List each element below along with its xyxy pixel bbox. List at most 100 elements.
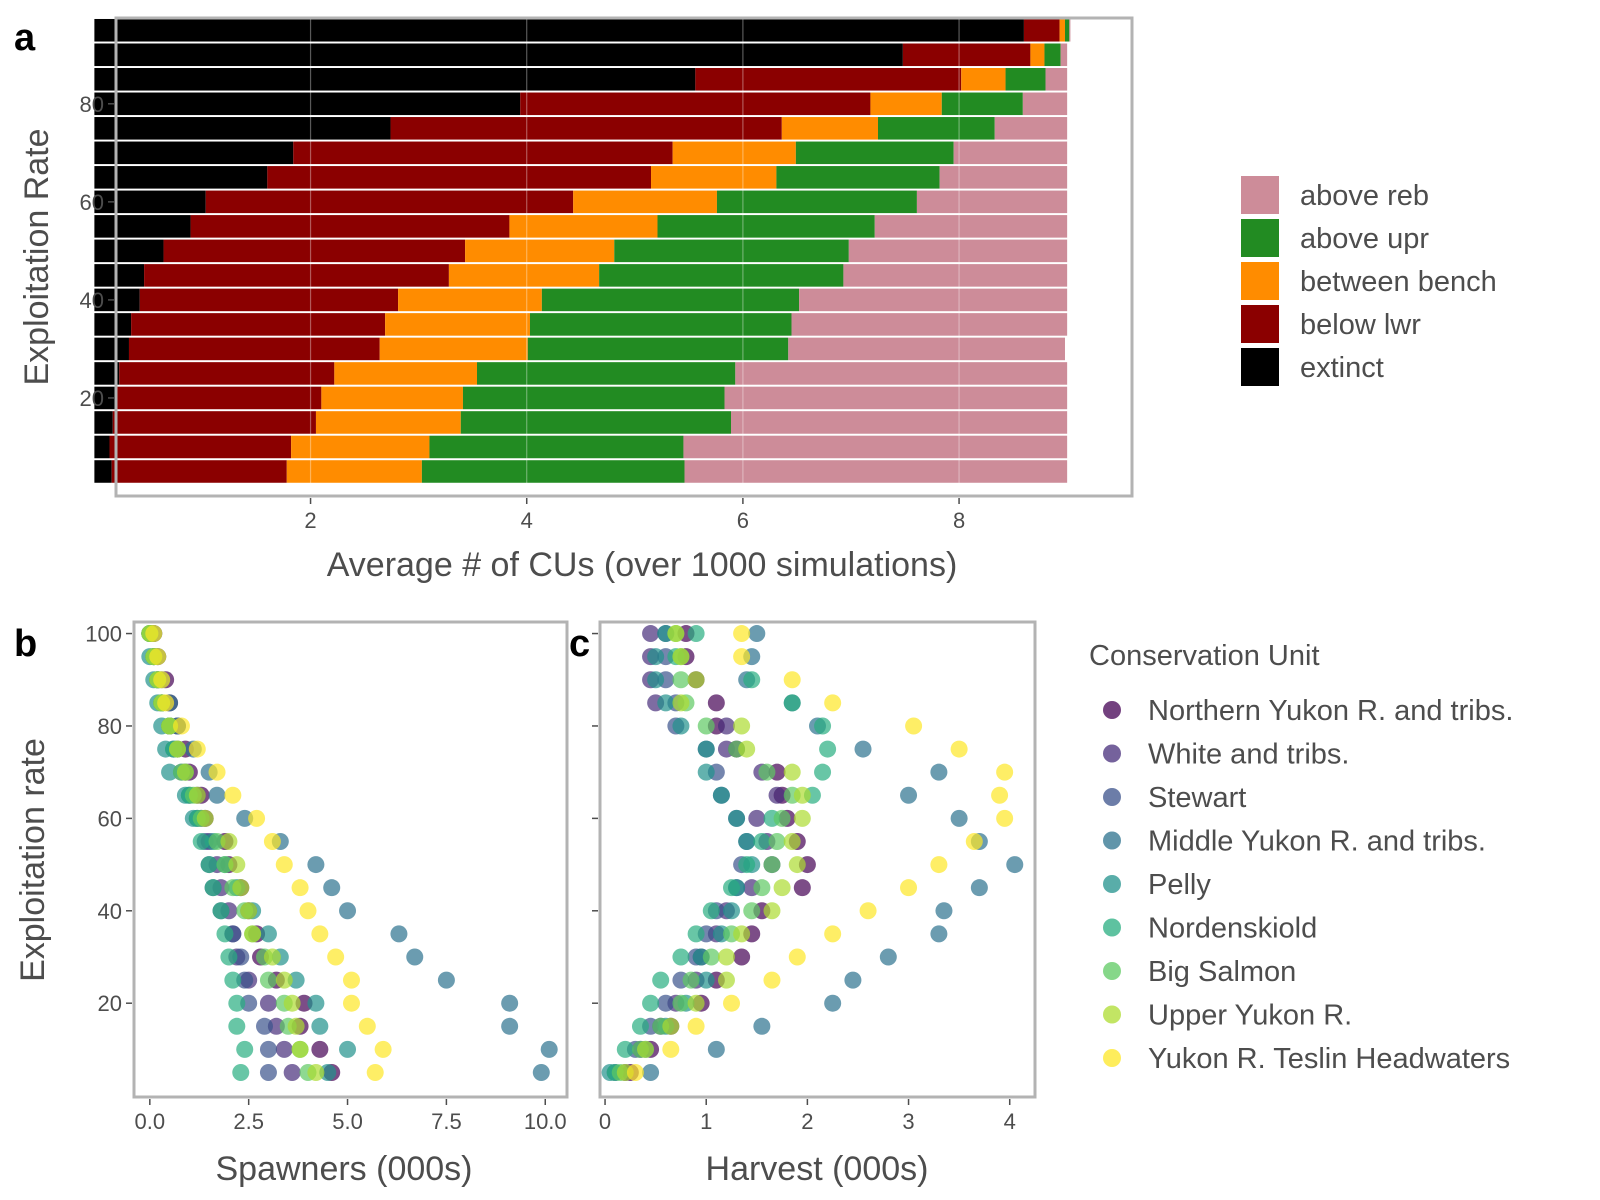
legend-label-above-upr: above upr [1300,223,1429,255]
legend-key-above-upr [1241,219,1279,257]
legend-label-below-lwr: below lwr [1300,309,1421,341]
panel-b-y-ticks: 20 40 60 80 100 [85,622,132,1016]
point-upper-yukon-r-70 [783,763,801,781]
point-middle-yukon-r-and-tribs-70 [930,763,948,781]
point-upper-yukon-r-30 [717,948,735,966]
x-tick-label-5-0: 5.0 [332,1109,363,1134]
x-tick-label-2: 2 [801,1109,813,1134]
point-middle-yukon-r-and-tribs-40 [339,902,357,920]
point-upper-yukon-r-75 [738,740,756,758]
point-yukon-r-teslin-headwaters-60 [248,809,266,827]
point-yukon-r-teslin-headwaters-55 [263,832,281,850]
bar-segment-above-reb-10 [683,435,1068,459]
bar-segment-below-lwr-30 [128,337,380,361]
point-middle-yukon-r-and-tribs-50 [1006,856,1024,874]
point-nordenskiold-80 [814,717,832,735]
bar-segment-below-lwr-40 [139,288,399,312]
panel-a-x-ticks: 2 4 6 8 [304,498,965,533]
bar-segment-extinct-15 [94,411,113,434]
point-middle-yukon-r-and-tribs-45 [970,879,988,897]
point-yukon-r-teslin-headwaters-75 [950,740,968,758]
bar-segment-between-bench-95 [1059,18,1065,42]
point-middle-yukon-r-and-tribs-50 [307,856,325,874]
bar-segment-between-bench-80 [870,92,942,116]
bar-segment-above-reb-65 [939,166,1068,189]
point-white-and-tribs-60 [748,809,766,827]
panel-letter-c: c [569,623,590,665]
point-upper-yukon-r-45 [773,879,791,897]
bar-segment-above-upr-85 [1005,68,1046,91]
point-yukon-r-teslin-headwaters-45 [291,879,309,897]
point-upper-yukon-r-5 [307,1064,325,1082]
point-middle-yukon-r-and-tribs-25 [844,971,862,989]
bar-segment-above-upr-50 [614,239,849,263]
point-northern-yukon-r-and-tribs-10 [311,1040,329,1058]
bar-segment-above-upr-30 [527,337,789,361]
legend-key-nordenskiold [1103,918,1121,937]
bar-segment-above-reb-15 [731,411,1068,434]
bar-segment-extinct-35 [94,313,132,336]
bar-segment-above-reb-50 [848,239,1068,263]
point-nordenskiold-55 [192,832,210,850]
bar-segment-extinct-10 [94,435,110,459]
point-middle-yukon-r-and-tribs-60 [950,809,968,827]
point-middle-yukon-r-and-tribs-45 [323,879,341,897]
bar-segment-above-upr-15 [460,411,732,434]
bar-segment-below-lwr-20 [116,386,322,410]
y-tick-label-100: 100 [85,622,122,647]
point-pelly-35 [259,925,277,943]
point-yukon-r-teslin-headwaters-35 [311,925,329,943]
legend-label-big-salmon: Big Salmon [1148,956,1296,988]
legend-key-extinct [1241,348,1279,386]
point-nordenskiold-5 [232,1064,250,1082]
legend-title: Conservation Unit [1089,640,1320,672]
point-yukon-r-teslin-headwaters-25 [763,971,781,989]
bar-segment-extinct-45 [94,264,145,287]
point-upper-yukon-r-15 [662,1017,680,1035]
point-white-and-tribs-65 [768,786,786,804]
point-big-salmon-60 [773,809,791,827]
panel-c-points [601,625,1024,1082]
bar-segment-above-reb-75 [994,117,1068,140]
point-nordenskiold-25 [652,971,670,989]
bar-segment-above-upr-55 [657,215,875,238]
conservation-unit-legend: Conservation Unit Northern Yukon R. and … [1089,640,1513,1075]
point-upper-yukon-r-10 [291,1040,309,1058]
point-big-salmon-30 [702,948,720,966]
point-stewart-10 [259,1040,277,1058]
legend-label-pelly: Pelly [1148,869,1211,901]
panel-a-y-axis-title: Exploitation Rate [18,128,56,385]
bar-segment-extinct-50 [94,239,164,263]
legend-key-upper-yukon-r [1103,1005,1121,1024]
point-stewart-5 [259,1064,277,1082]
bar-segment-above-reb-25 [735,362,1068,385]
panel-c-y-ticks [592,632,598,1004]
bar-segment-above-upr-5 [421,460,685,483]
bar-segment-between-bench-70 [672,141,796,165]
bar-segment-extinct-20 [94,386,116,410]
point-yukon-r-teslin-headwaters-70 [996,763,1014,781]
bar-segment-above-upr-35 [529,313,792,336]
point-upper-yukon-r-20 [283,994,301,1012]
bar-segment-below-lwr-25 [119,362,335,385]
bar-segment-between-bench-50 [465,239,615,263]
bar-segment-below-lwr-80 [520,92,871,116]
bar-segment-below-lwr-15 [112,411,316,434]
point-nordenskiold-30 [220,948,238,966]
point-upper-yukon-r-75 [168,740,186,758]
point-pelly-5 [319,1064,337,1082]
point-upper-yukon-r-85 [672,694,690,712]
point-nordenskiold-85 [783,694,801,712]
bar-segment-above-reb-70 [953,141,1068,165]
point-pelly-25 [287,971,305,989]
bar-segment-above-upr-90 [1044,43,1061,67]
point-yukon-r-teslin-headwaters-20 [723,994,741,1012]
panel-a-gridlines [309,18,960,496]
panel-b-scatter-plot: 0.0 2.5 5.0 7.5 10.0 20 40 60 80 100 Spawners (0… [14,620,569,1188]
point-pelly-80 [672,717,690,735]
panel-b-y-axis-title: Exploitation rate [14,738,52,982]
point-middle-yukon-r-and-tribs-10 [707,1040,725,1058]
point-white-and-tribs-5 [283,1064,301,1082]
bar-segment-below-lwr-10 [109,435,292,459]
point-upper-yukon-r-80 [733,717,751,735]
